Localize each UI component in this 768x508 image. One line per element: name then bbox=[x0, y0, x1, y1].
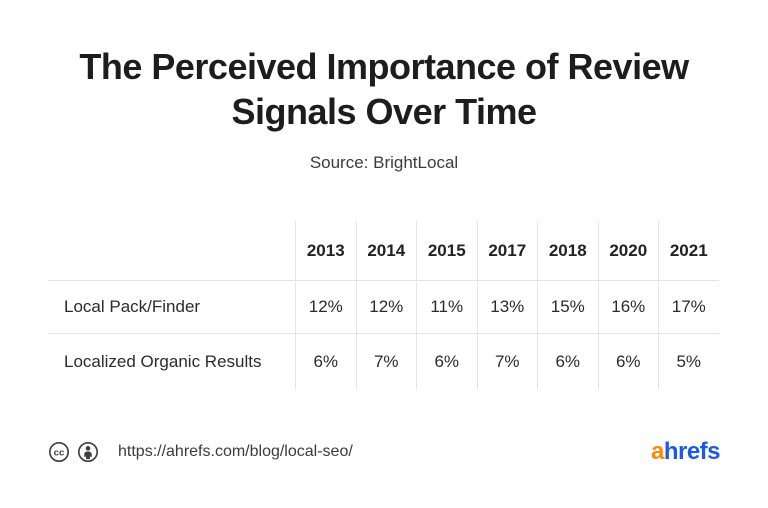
attribution-icon bbox=[77, 441, 99, 463]
table-value: 15% bbox=[537, 281, 598, 334]
year-header-2018: 2018 bbox=[537, 221, 598, 281]
table-value: 17% bbox=[658, 281, 719, 334]
year-header-2015: 2015 bbox=[416, 221, 477, 281]
row-label-local-pack-finder: Local Pack/Finder bbox=[48, 281, 295, 334]
table-value: 6% bbox=[295, 334, 356, 390]
table-value: 7% bbox=[476, 334, 538, 390]
data-table: 2013 2014 2015 2017 2018 2020 2021 Local… bbox=[48, 221, 719, 390]
table-value: 12% bbox=[295, 281, 356, 334]
table-value: 16% bbox=[597, 281, 658, 334]
year-header-2017: 2017 bbox=[476, 221, 537, 281]
year-header-2021: 2021 bbox=[658, 221, 719, 281]
chart-title: The Perceived Importance of Review Signa… bbox=[79, 46, 689, 132]
footer: cc https://ahrefs.com/blog/local-seo/ ah… bbox=[48, 438, 721, 466]
source-label: Source: BrightLocal bbox=[309, 153, 459, 172]
svg-text:cc: cc bbox=[54, 447, 65, 458]
table-value: 11% bbox=[416, 281, 477, 334]
year-header-2013: 2013 bbox=[295, 221, 356, 281]
ahrefs-logo: ahrefs bbox=[650, 438, 721, 465]
table-value: 6% bbox=[416, 334, 477, 390]
table-value: 6% bbox=[537, 334, 598, 390]
cc-icon: cc bbox=[48, 441, 70, 463]
ahrefs-logo-hrefs: hrefs bbox=[663, 438, 721, 465]
table-value: 13% bbox=[476, 281, 537, 334]
license-attribution: cc https://ahrefs.com/blog/local-seo/ bbox=[48, 441, 353, 463]
source-url: https://ahrefs.com/blog/local-seo/ bbox=[118, 443, 353, 460]
table-value: 6% bbox=[597, 334, 659, 390]
table-value: 5% bbox=[658, 334, 719, 390]
year-header-2020: 2020 bbox=[597, 221, 658, 281]
table-value: 7% bbox=[355, 334, 417, 390]
table-value: 12% bbox=[355, 281, 416, 334]
table-corner-cell bbox=[48, 221, 295, 281]
year-header-2014: 2014 bbox=[355, 221, 416, 281]
row-label-localized-organic-results: Localized Organic Results bbox=[64, 352, 262, 371]
ahrefs-logo-a: a bbox=[650, 438, 664, 465]
